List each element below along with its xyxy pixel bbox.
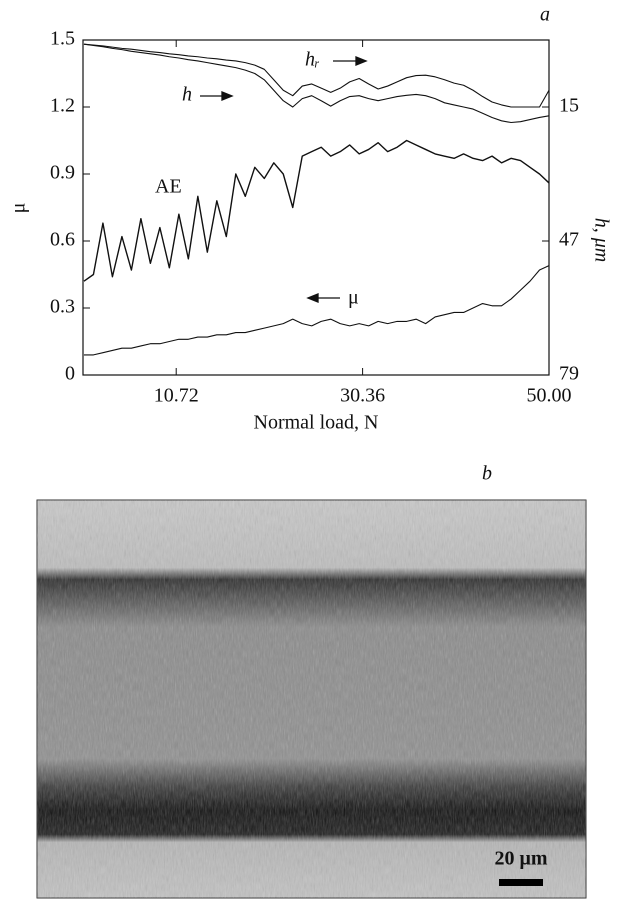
x-tick-label: 10.72 bbox=[154, 385, 199, 407]
y-tick-label: 0.3 bbox=[50, 296, 75, 318]
series-line bbox=[83, 43, 550, 124]
series-label: AE bbox=[155, 176, 182, 198]
y2-tick-label: 47 bbox=[559, 229, 579, 251]
y-tick-label: 0 bbox=[65, 363, 75, 385]
scale-bar bbox=[499, 879, 543, 886]
panel-label: b bbox=[482, 463, 492, 485]
micrograph bbox=[36, 499, 587, 899]
y-tick-label: 1.5 bbox=[50, 28, 75, 50]
y2-tick-label: 15 bbox=[559, 95, 579, 117]
x-axis-label: Normal load, N bbox=[254, 412, 379, 434]
series-label: μ bbox=[348, 287, 359, 309]
y-axis-label: μ bbox=[8, 203, 30, 214]
series-label: hᵣ bbox=[305, 49, 320, 71]
x-tick-label: 50.00 bbox=[527, 385, 572, 407]
y2-tick-label: 79 bbox=[559, 363, 579, 385]
annotation-arrows bbox=[200, 56, 368, 303]
y2-axis-label: h, μm bbox=[590, 218, 612, 262]
panel-label: a bbox=[540, 4, 550, 26]
plot-frame bbox=[82, 39, 550, 376]
y-tick-label: 0.6 bbox=[50, 229, 75, 251]
series-line bbox=[83, 139, 550, 282]
scale-bar-label: 20 μm bbox=[495, 848, 548, 870]
y-tick-label: 1.2 bbox=[50, 95, 75, 117]
y-tick-label: 0.9 bbox=[50, 162, 75, 184]
series-line bbox=[83, 43, 550, 108]
x-tick-label: 30.36 bbox=[340, 385, 385, 407]
series-label: h bbox=[182, 84, 192, 106]
series-line bbox=[83, 265, 550, 356]
